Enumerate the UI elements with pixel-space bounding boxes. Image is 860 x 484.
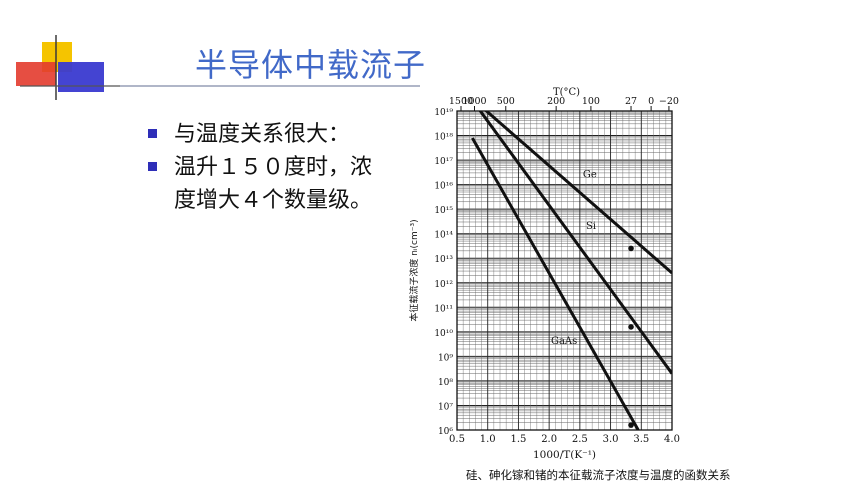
top-tick-label: 0 (648, 96, 654, 107)
x-axis-label: 1000/T(K⁻¹) (533, 449, 596, 461)
deco-blue-square (58, 62, 104, 92)
bullet-item: 与温度关系很大： (148, 118, 388, 151)
x-tick-label: 1.5 (510, 434, 526, 445)
y-tick-label: 10¹⁴ (434, 231, 453, 241)
x-tick-label: 4.0 (664, 434, 680, 445)
top-tick-label: 27 (625, 96, 637, 107)
y-tick-label: 10¹⁷ (434, 157, 453, 167)
series-label-si: Si (586, 221, 596, 232)
x-tick-label: 3.5 (633, 434, 649, 445)
y-tick-label: 10¹⁵ (434, 206, 453, 216)
bullet-item: 温升１５０度时，浓度增大４个数量级。 (148, 151, 388, 217)
top-tick-label: 500 (497, 96, 515, 107)
deco-red-square (16, 62, 56, 86)
chart-caption: 硅、砷化镓和锗的本征载流子浓度与温度的函数关系 (466, 468, 731, 482)
y-tick-label: 10¹² (434, 280, 453, 290)
intrinsic-carrier-chart: 0.5 1.0 1.5 2.0 2.5 3.0 3.5 4.0 10⁶ 10⁷ 10⁸ 10⁹ 10¹⁰… (408, 87, 680, 461)
top-axis-label: T(°C) (553, 87, 580, 98)
top-tick-label: 1000 (462, 96, 486, 107)
plot-frame (456, 110, 673, 431)
top-tick-label: 1500 (449, 96, 473, 107)
series-marker-gaas (628, 422, 634, 428)
slide-title: 半导体中载流子 (195, 46, 427, 84)
bullet-list: 与温度关系很大： 温升１５０度时，浓度增大４个数量级。 (148, 118, 388, 217)
title-underline (120, 85, 420, 87)
series-marker-si (628, 324, 634, 330)
x-tick-label: 1.0 (480, 434, 496, 445)
bullet-square-icon (148, 162, 157, 171)
top-tick-label: 100 (582, 96, 600, 107)
bullet-text: 与温度关系很大： (174, 122, 351, 147)
y-tick-label: 10⁶ (438, 427, 453, 437)
series-line-si (478, 111, 672, 375)
series-label-gaas: GaAs (551, 336, 577, 347)
y-tick-label: 10¹³ (434, 255, 453, 265)
y-tick-label: 10¹⁹ (434, 108, 453, 118)
bullet-square-icon (148, 129, 157, 138)
y-tick-label: 10⁷ (438, 402, 453, 412)
corner-decoration (16, 35, 125, 100)
y-tick-label: 10⁸ (438, 378, 453, 388)
series-marker-ge (628, 245, 634, 252)
series-label-ge: Ge (583, 169, 597, 180)
y-tick-label: 10⁹ (438, 353, 453, 363)
x-tick-label: 3.0 (603, 434, 619, 445)
x-tick-label: 2.5 (572, 434, 588, 445)
series-line-ge (484, 111, 672, 275)
y-axis-label: 本征载流子浓度 nᵢ(cm⁻³) (408, 219, 420, 321)
y-tick-label: 10¹⁸ (434, 133, 453, 143)
y-tick-label: 10¹¹ (434, 304, 453, 314)
y-tick-label: 10¹⁰ (434, 329, 453, 339)
x-tick-label: 2.0 (541, 434, 557, 445)
top-tick-label: 200 (547, 96, 565, 107)
series-line-gaas (471, 137, 640, 430)
y-tick-label: 10¹⁶ (434, 182, 453, 192)
x-tick-label: 0.5 (449, 434, 465, 445)
top-tick-label: −20 (659, 96, 679, 107)
bullet-text: 温升１５０度时，浓度增大４个数量级。 (174, 155, 373, 213)
